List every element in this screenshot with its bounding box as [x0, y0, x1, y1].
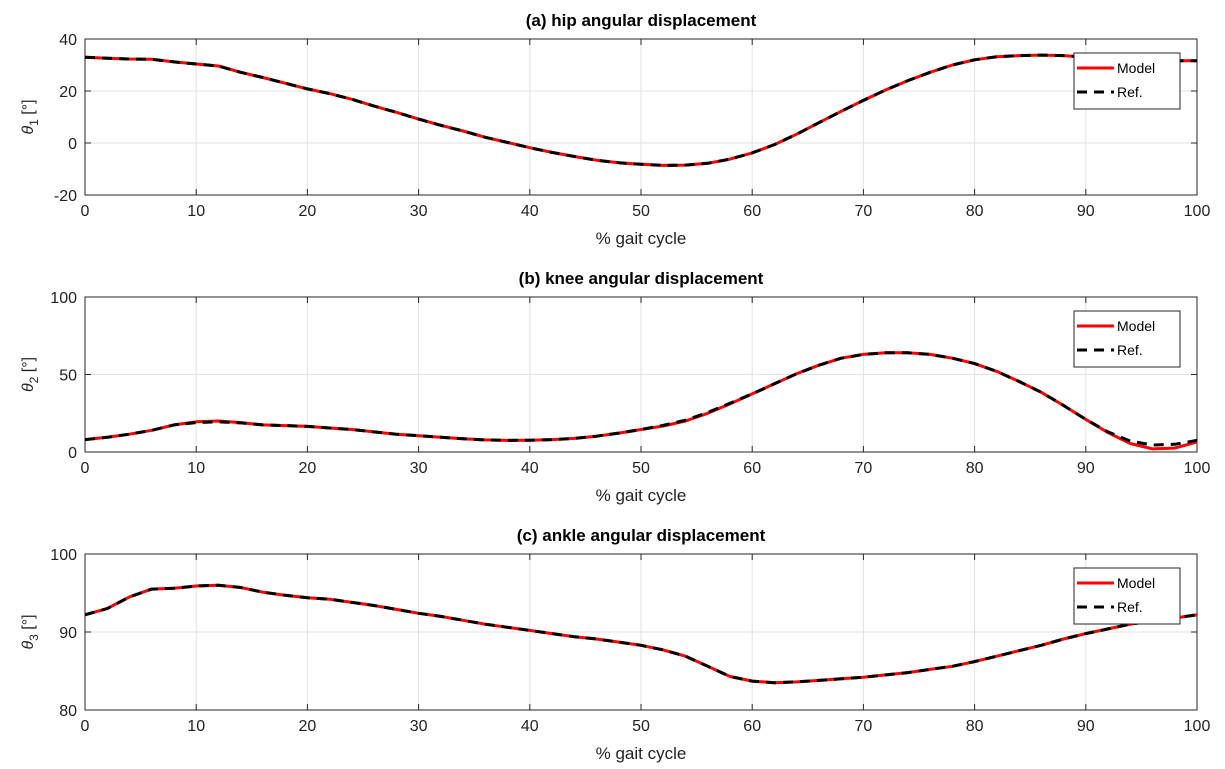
x-tick-label: 40 [521, 460, 539, 477]
x-tick-label: 0 [81, 460, 90, 477]
x-tick-label: 40 [521, 203, 539, 220]
x-tick-label: 80 [966, 460, 984, 477]
x-tick-label: 70 [855, 718, 873, 735]
model-series-line [85, 351, 1197, 451]
x-axis-label: % gait cycle [596, 229, 687, 248]
legend-label: Ref. [1117, 84, 1143, 100]
y-label-symbol: θ [20, 641, 37, 650]
x-tick-label: 70 [855, 460, 873, 477]
y-label-unit: [°] [20, 614, 37, 634]
x-tick-label: 30 [410, 203, 428, 220]
x-tick-label: 90 [1077, 203, 1095, 220]
y-label-symbol: θ [20, 126, 37, 135]
y-tick-label: 80 [59, 703, 77, 720]
legend: Model Ref. [1073, 310, 1181, 368]
x-tick-label: 10 [187, 718, 205, 735]
legend-box [1073, 52, 1181, 110]
legend-label: Model [1117, 575, 1155, 591]
chart-panel-3: 0 10 20 30 40 50 60 70 80 90 100 80 90 100 (c) ankle a… [20, 526, 1210, 763]
legend-label: Model [1117, 318, 1155, 334]
y-tick-label: 0 [68, 136, 77, 153]
y-tick-label: 50 [59, 368, 77, 385]
legend: Model Ref. [1073, 567, 1181, 625]
legend-label: Model [1117, 60, 1155, 76]
x-tick-label: 90 [1077, 718, 1095, 735]
x-tick-label: 100 [1184, 460, 1211, 477]
y-label-unit: [°] [20, 99, 37, 119]
y-label-subscript: 3 [27, 634, 41, 641]
y-label-unit: [°] [20, 357, 37, 377]
x-tick-label: 100 [1184, 718, 1211, 735]
x-tick-label: 60 [743, 203, 761, 220]
ref-series-line [85, 53, 1197, 167]
x-tick-label: 20 [299, 460, 317, 477]
y-tick-label: 100 [50, 290, 77, 307]
y-tick-label: 20 [59, 84, 77, 101]
ref-series-line [85, 583, 1197, 685]
y-label-subscript: 1 [27, 119, 41, 126]
chart-title: (a) hip angular displacement [526, 11, 757, 30]
x-tick-label: 20 [299, 203, 317, 220]
y-tick-label: 0 [68, 445, 77, 462]
legend-label: Ref. [1117, 342, 1143, 358]
legend: Model Ref. [1073, 52, 1181, 110]
x-tick-label: 80 [966, 718, 984, 735]
x-tick-label: 90 [1077, 460, 1095, 477]
x-tick-label: 50 [632, 718, 650, 735]
x-axis-label: % gait cycle [596, 486, 687, 505]
y-axis-label: θ3 [°] [20, 614, 41, 649]
chart-panel-2: 0 10 20 30 40 50 60 70 80 90 100 0 50 100 (b) knee ang… [20, 269, 1210, 505]
legend-box [1073, 567, 1181, 625]
x-tick-label: 10 [187, 460, 205, 477]
x-tick-label: 0 [81, 718, 90, 735]
x-tick-label: 70 [855, 203, 873, 220]
y-axis-label: θ2 [°] [20, 357, 41, 392]
x-tick-label: 40 [521, 718, 539, 735]
y-label-symbol: θ [20, 383, 37, 392]
x-tick-label: 0 [81, 203, 90, 220]
chart-title: (c) ankle angular displacement [517, 526, 766, 545]
x-tick-label: 30 [410, 460, 428, 477]
x-tick-label: 30 [410, 718, 428, 735]
x-tick-label: 60 [743, 718, 761, 735]
x-tick-label: 60 [743, 460, 761, 477]
y-tick-label: -20 [54, 188, 77, 205]
x-tick-label: 10 [187, 203, 205, 220]
x-tick-label: 50 [632, 203, 650, 220]
x-tick-label: 100 [1184, 203, 1211, 220]
x-axis-label: % gait cycle [596, 744, 687, 763]
x-tick-label: 50 [632, 460, 650, 477]
y-tick-label: 100 [50, 547, 77, 564]
y-tick-label: 40 [59, 32, 77, 49]
x-tick-label: 20 [299, 718, 317, 735]
legend-box [1073, 310, 1181, 368]
legend-label: Ref. [1117, 599, 1143, 615]
chart-title: (b) knee angular displacement [519, 269, 764, 288]
y-label-subscript: 2 [27, 376, 41, 383]
y-axis-label: θ1 [°] [20, 99, 41, 134]
y-tick-label: 90 [59, 625, 77, 642]
x-tick-label: 80 [966, 203, 984, 220]
